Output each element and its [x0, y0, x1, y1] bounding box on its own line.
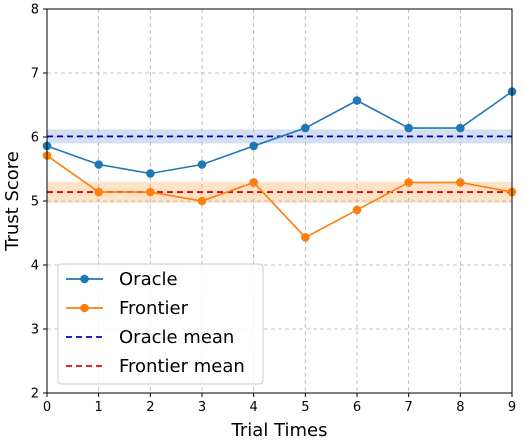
legend-marker-frontier: [80, 303, 89, 313]
data-point-1-5: [301, 233, 310, 242]
y-tick-label: 8: [31, 3, 39, 18]
data-point-1-8: [456, 178, 465, 187]
x-tick-label: 2: [146, 400, 154, 415]
x-tick-label: 8: [456, 400, 464, 415]
data-point-1-6: [352, 205, 362, 215]
y-tick-label: 7: [31, 67, 39, 82]
legend-label-frontier: Frontier: [119, 298, 189, 319]
x-tick-label: 4: [250, 400, 258, 415]
data-point-0-7: [404, 123, 413, 133]
series-lines: [42, 87, 517, 242]
x-axis-title: Trial Times: [231, 420, 328, 440]
data-point-0-1: [94, 160, 103, 169]
x-tick-label: 5: [301, 400, 309, 415]
data-point-1-7: [404, 178, 413, 187]
legend-label-oracle-mean: Oracle mean: [119, 327, 234, 348]
x-tick-label: 6: [353, 400, 361, 415]
legend-box: [57, 263, 264, 385]
x-tick-label: 7: [405, 400, 413, 415]
data-point-1-3: [197, 196, 207, 206]
y-tick-label: 6: [31, 131, 39, 146]
data-point-1-4: [249, 178, 258, 187]
x-tick-label: 0: [43, 400, 51, 415]
legend-label-oracle: Oracle: [119, 269, 178, 290]
y-tick-label: 4: [31, 259, 39, 274]
x-tick-label: 3: [198, 400, 206, 415]
series-line-0: [46, 90, 513, 175]
y-axis-title: Trust Score: [2, 151, 23, 252]
data-point-0-6: [352, 96, 362, 105]
data-point-0-8: [456, 123, 465, 133]
y-tick-label: 2: [31, 387, 39, 402]
y-tick-label: 5: [31, 195, 39, 210]
data-point-0-4: [249, 141, 258, 151]
series-line-1: [46, 154, 513, 239]
legend: Oracle Frontier Oracle mean Frontier mea…: [57, 263, 264, 385]
data-point-1-1: [94, 187, 103, 197]
data-point-0-5: [301, 123, 310, 133]
legend-marker-oracle: [80, 274, 89, 284]
x-tick-label: 1: [95, 400, 103, 415]
x-tick-label: 9: [508, 400, 516, 415]
axis-ticks: 0 1 2 3 4 5 6 7 8 9 2 3 4 5 6 7 8: [31, 3, 516, 416]
data-point-1-2: [146, 187, 155, 197]
legend-label-frontier-mean: Frontier mean: [119, 356, 245, 377]
y-tick-label: 3: [31, 323, 39, 338]
data-point-0-2: [146, 169, 155, 178]
data-point-0-3: [197, 160, 207, 169]
